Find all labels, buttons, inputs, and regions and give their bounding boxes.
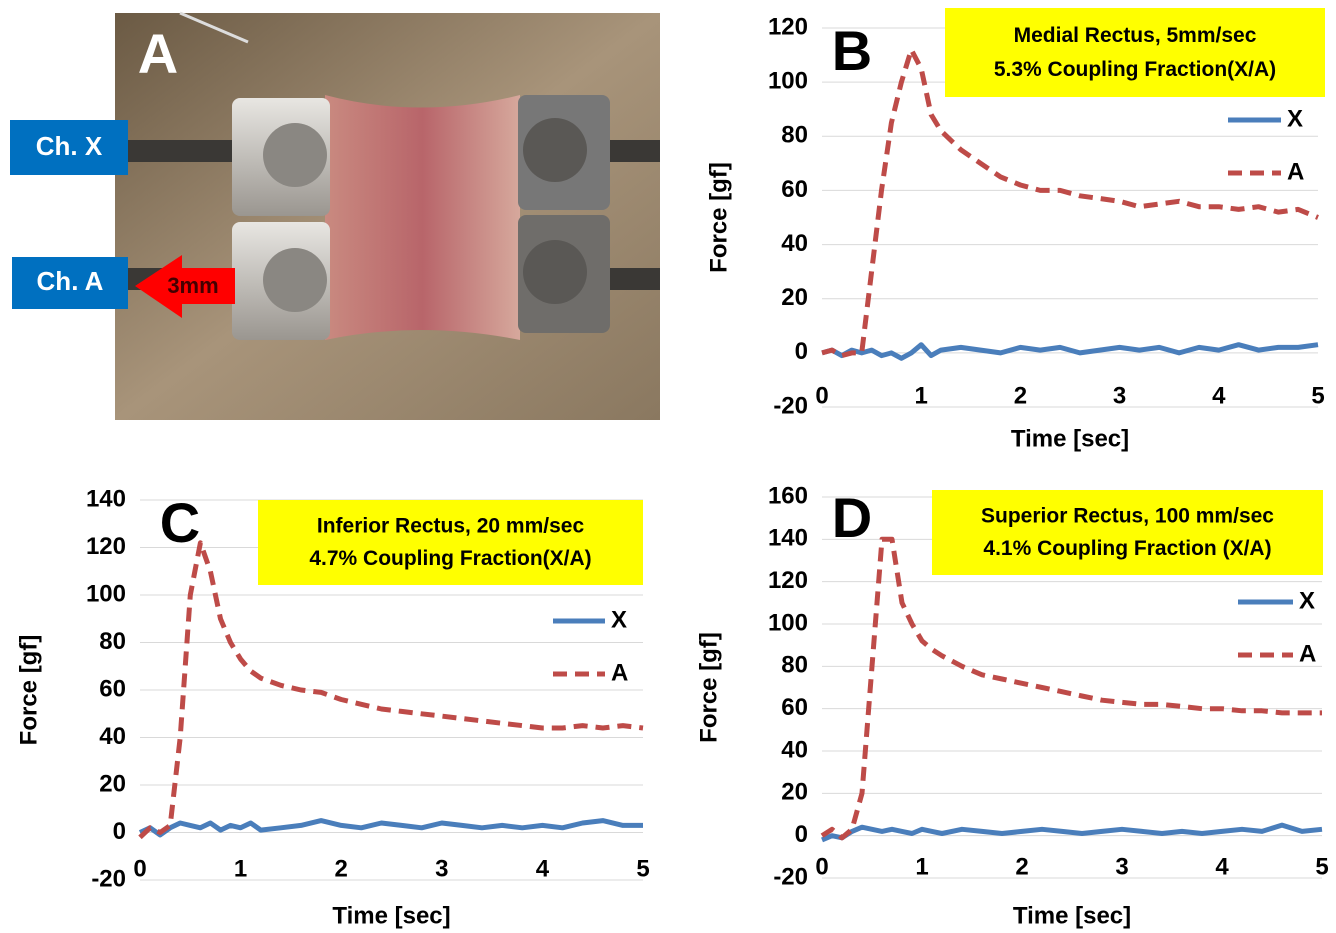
- x-tick-label: 2: [1015, 853, 1028, 880]
- y-tick-label: 60: [99, 675, 126, 702]
- legend-label: A: [1299, 640, 1316, 667]
- figure: A Ch. X Ch. A 3mm -200204060801001200123…: [0, 0, 1336, 933]
- x-tick-label: 3: [1113, 382, 1126, 409]
- data-line: [822, 345, 1318, 359]
- panel-label: A: [138, 22, 178, 85]
- channel-label: Ch. X: [36, 131, 103, 161]
- y-tick-label: 40: [781, 230, 808, 257]
- x-tick-label: 2: [1014, 382, 1027, 409]
- y-tick-label: 100: [86, 580, 126, 607]
- screw: [523, 118, 587, 182]
- x-axis-label: Time [sec]: [1013, 902, 1131, 929]
- x-tick-label: 5: [1315, 853, 1328, 880]
- screw: [263, 123, 327, 187]
- y-tick-label: 80: [781, 122, 808, 149]
- x-tick-label: 3: [435, 855, 448, 882]
- legend-label: X: [1287, 105, 1303, 132]
- x-tick-label: 1: [915, 853, 928, 880]
- x-tick-label: 0: [815, 853, 828, 880]
- y-tick-label: -20: [773, 392, 808, 419]
- legend-label: X: [611, 606, 627, 633]
- y-tick-label: -20: [91, 865, 126, 892]
- annotation-box: [932, 490, 1323, 575]
- y-tick-label: 120: [86, 533, 126, 560]
- panel-label: B: [832, 19, 872, 82]
- x-tick-label: 4: [1212, 382, 1226, 409]
- x-tick-label: 3: [1115, 853, 1128, 880]
- x-tick-label: 0: [815, 382, 828, 409]
- screw: [523, 240, 587, 304]
- legend-label: X: [1299, 587, 1315, 614]
- x-tick-label: 5: [1311, 382, 1324, 409]
- y-tick-label: 80: [99, 628, 126, 655]
- photo: A Ch. X Ch. A 3mm: [10, 13, 660, 420]
- annotation: 4.7% Coupling Fraction(X/A): [309, 547, 591, 570]
- y-tick-label: 0: [113, 818, 126, 845]
- x-axis-label: Time [sec]: [1011, 425, 1129, 452]
- y-axis-label: Force [gf]: [695, 632, 722, 743]
- y-tick-label: 80: [781, 652, 808, 679]
- x-tick-label: 5: [636, 855, 649, 882]
- annotation: 5.3% Coupling Fraction(X/A): [994, 58, 1276, 81]
- y-axis-label: Force [gf]: [15, 635, 42, 746]
- panel-label: D: [832, 486, 872, 549]
- y-tick-label: 0: [795, 338, 808, 365]
- y-tick-label: 40: [99, 723, 126, 750]
- y-tick-label: 0: [795, 821, 808, 848]
- page: A Ch. X Ch. A 3mm -200204060801001200123…: [0, 0, 1336, 933]
- y-tick-label: 20: [99, 770, 126, 797]
- x-tick-label: 1: [234, 855, 247, 882]
- screw: [263, 248, 327, 312]
- annotation-box: [945, 8, 1325, 97]
- x-tick-label: 4: [536, 855, 550, 882]
- y-tick-label: 100: [768, 609, 808, 636]
- y-tick-label: 120: [768, 13, 808, 40]
- y-tick-label: 140: [768, 525, 808, 552]
- x-tick-label: 0: [133, 855, 146, 882]
- y-tick-label: 60: [781, 176, 808, 203]
- y-tick-label: 20: [781, 779, 808, 806]
- y-tick-label: 160: [768, 482, 808, 509]
- arrow-label: 3mm: [167, 273, 218, 298]
- y-tick-label: 140: [86, 485, 126, 512]
- y-tick-label: 20: [781, 284, 808, 311]
- y-tick-label: -20: [773, 863, 808, 890]
- x-tick-label: 2: [335, 855, 348, 882]
- y-axis-label: Force [gf]: [705, 162, 732, 273]
- tissue: [325, 95, 520, 340]
- data-line: [822, 825, 1322, 840]
- annotation: Medial Rectus, 5mm/sec: [1014, 24, 1257, 47]
- x-axis-label: Time [sec]: [332, 902, 450, 929]
- annotation: Superior Rectus, 100 mm/sec: [981, 505, 1274, 528]
- x-tick-label: 1: [915, 382, 928, 409]
- channel-label: Ch. A: [37, 266, 104, 296]
- panel-label: C: [160, 491, 200, 554]
- annotation: Inferior Rectus, 20 mm/sec: [317, 515, 585, 538]
- y-tick-label: 40: [781, 736, 808, 763]
- legend-label: A: [1287, 158, 1304, 185]
- y-tick-label: 100: [768, 67, 808, 94]
- x-tick-label: 4: [1215, 853, 1229, 880]
- y-tick-label: 120: [768, 567, 808, 594]
- y-tick-label: 60: [781, 694, 808, 721]
- annotation: 4.1% Coupling Fraction (X/A): [983, 537, 1271, 560]
- annotation-box: [258, 500, 643, 585]
- legend-label: A: [611, 659, 628, 686]
